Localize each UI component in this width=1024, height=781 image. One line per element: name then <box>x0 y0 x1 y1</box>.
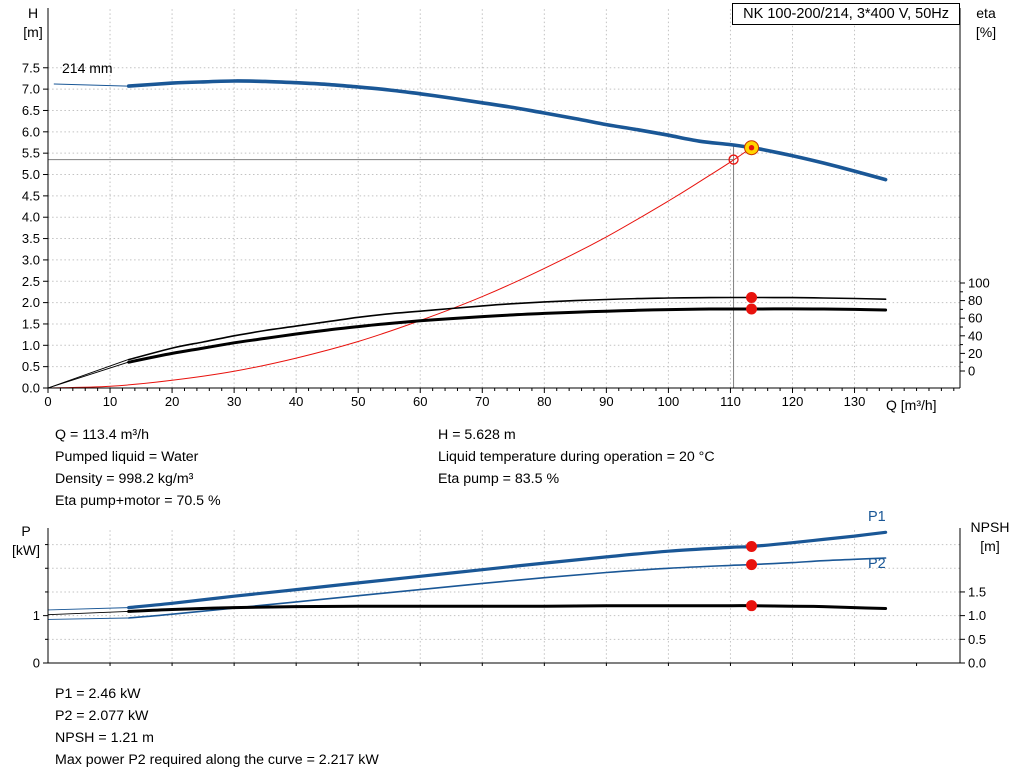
svg-text:4.0: 4.0 <box>22 210 40 225</box>
svg-text:20: 20 <box>165 394 179 409</box>
pump-curve-leader <box>53 83 130 87</box>
p2-duty-dot <box>746 559 758 571</box>
density-value: Density = 998.2 kg/m³ <box>55 471 194 487</box>
h-axis-name: H <box>27 5 39 21</box>
flow-value: Q = 113.4 m³/h <box>55 427 149 443</box>
duty-info-left-column: Q = 113.4 m³/h Pumped liquid = Water Den… <box>55 424 221 512</box>
svg-text:90: 90 <box>599 394 613 409</box>
svg-text:30: 30 <box>227 394 241 409</box>
svg-text:6.0: 6.0 <box>22 124 40 139</box>
svg-text:60: 60 <box>968 311 982 326</box>
svg-text:5.0: 5.0 <box>22 167 40 182</box>
p-axis-unit: [kW] <box>12 542 40 558</box>
svg-text:0: 0 <box>33 656 40 671</box>
npsh-result: NPSH = 1.21 m <box>55 730 154 746</box>
svg-text:10: 10 <box>103 394 117 409</box>
h-axis-unit: [m] <box>23 24 43 40</box>
eta-pump-motor-value: Eta pump+motor = 70.5 % <box>55 493 221 509</box>
svg-text:3.0: 3.0 <box>22 252 40 267</box>
svg-text:40: 40 <box>968 328 982 343</box>
svg-text:1.0: 1.0 <box>968 608 986 623</box>
p-axis-name: P <box>21 523 31 539</box>
q-axis-label: Q [m³/h] <box>886 397 937 413</box>
eta-axis-label: eta [%] <box>964 4 1008 42</box>
svg-text:5.5: 5.5 <box>22 146 40 161</box>
svg-text:80: 80 <box>537 394 551 409</box>
pump-curve-214mm <box>126 79 888 182</box>
svg-text:1.5: 1.5 <box>22 316 40 331</box>
duty-point-center <box>748 145 755 151</box>
svg-text:50: 50 <box>351 394 365 409</box>
svg-text:130: 130 <box>844 394 866 409</box>
system-curve <box>47 147 752 389</box>
svg-text:0.5: 0.5 <box>968 632 986 647</box>
svg-text:4.5: 4.5 <box>22 188 40 203</box>
pump-model-title: NK 100-200/214, 3*400 V, 50Hz <box>732 3 960 25</box>
svg-text:1: 1 <box>33 608 40 623</box>
npsh-leader <box>47 610 130 616</box>
eta-pump-motor-duty-dot <box>746 303 758 315</box>
pumped-liquid: Pumped liquid = Water <box>55 449 199 465</box>
svg-text:1.0: 1.0 <box>22 338 40 353</box>
svg-text:6.5: 6.5 <box>22 103 40 118</box>
eta-pump-motor-curve <box>127 307 888 364</box>
p1-result: P1 = 2.46 kW <box>55 686 141 702</box>
svg-text:7.5: 7.5 <box>22 60 40 75</box>
svg-text:120: 120 <box>782 394 804 409</box>
eta-axis-name: eta <box>976 5 996 21</box>
svg-text:20: 20 <box>968 346 982 361</box>
svg-text:70: 70 <box>475 394 489 409</box>
svg-text:0: 0 <box>968 364 975 379</box>
svg-text:2.5: 2.5 <box>22 274 40 289</box>
npsh-duty-dot <box>746 600 758 612</box>
svg-text:80: 80 <box>968 293 982 308</box>
svg-text:2.0: 2.0 <box>22 295 40 310</box>
p2-result: P2 = 2.077 kW <box>55 708 149 724</box>
liquid-temperature: Liquid temperature during operation = 20… <box>438 449 715 465</box>
result-block: P1 = 2.46 kW P2 = 2.077 kW NPSH = 1.21 m… <box>55 683 379 771</box>
p1-duty-dot <box>746 540 758 552</box>
npsh-axis-unit: [m] <box>980 538 1000 554</box>
eta-pump-value: Eta pump = 83.5 % <box>438 471 560 487</box>
h-axis-label: H [m] <box>14 4 52 42</box>
max-p2-result: Max power P2 required along the curve = … <box>55 752 379 768</box>
p1-leader <box>47 607 130 611</box>
p1-curve-label: P1 <box>868 509 886 525</box>
p2-leader <box>47 617 130 620</box>
eta-pump-motor-leader <box>47 361 130 389</box>
svg-text:0: 0 <box>44 394 51 409</box>
svg-text:60: 60 <box>413 394 427 409</box>
npsh-axis-name: NPSH <box>970 519 1010 535</box>
svg-text:1.5: 1.5 <box>968 584 986 599</box>
svg-text:0.0: 0.0 <box>22 381 40 396</box>
npsh-axis-label: NPSH [m] <box>962 518 1018 556</box>
p2-curve-label: P2 <box>868 556 886 572</box>
eta-axis-unit: [%] <box>975 24 997 40</box>
svg-text:40: 40 <box>289 394 303 409</box>
svg-text:7.0: 7.0 <box>22 82 40 97</box>
svg-text:0.5: 0.5 <box>22 359 40 374</box>
svg-text:3.5: 3.5 <box>22 231 40 246</box>
svg-text:100: 100 <box>968 276 990 291</box>
svg-text:0.0: 0.0 <box>968 656 986 671</box>
requested-duty-point <box>728 154 739 165</box>
p1-curve <box>127 530 888 610</box>
svg-text:100: 100 <box>658 394 680 409</box>
duty-info-right-column: H = 5.628 m Liquid temperature during op… <box>438 424 715 490</box>
svg-text:110: 110 <box>720 394 741 409</box>
eta-pump-curve <box>127 296 887 361</box>
npsh-curve <box>127 604 888 613</box>
impeller-diameter-label: 214 mm <box>62 60 113 76</box>
head-value: H = 5.628 m <box>438 427 516 443</box>
p2-curve <box>127 557 887 619</box>
eta-pump-duty-dot <box>746 292 758 304</box>
p-axis-label: P [kW] <box>4 522 48 560</box>
